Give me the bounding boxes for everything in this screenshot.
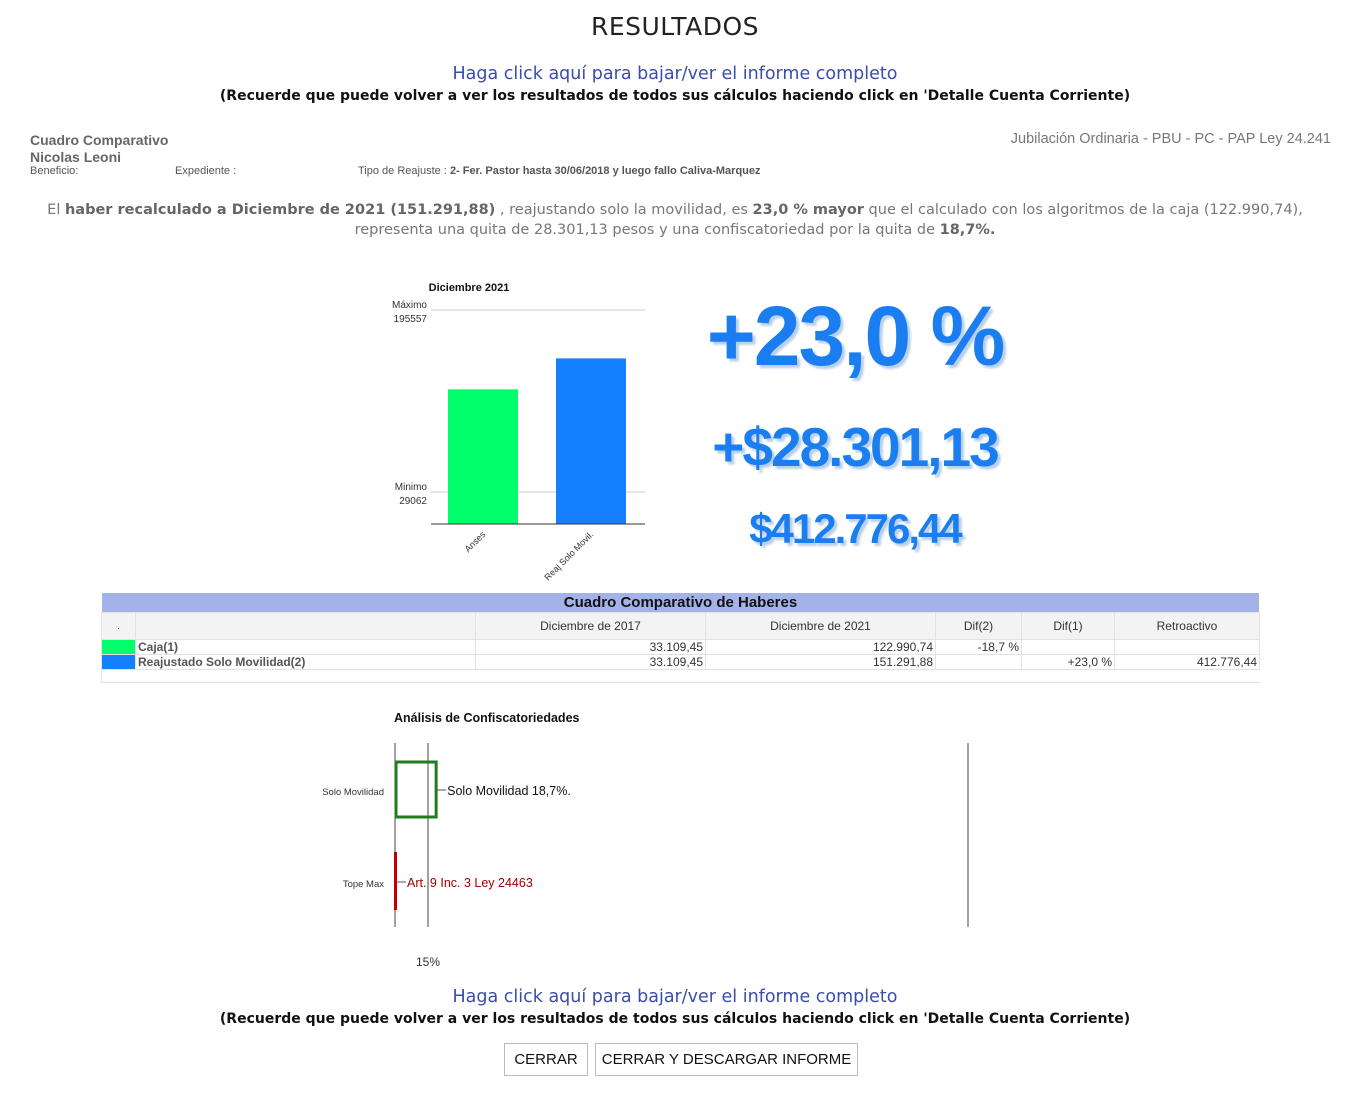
row-color-swatch	[101, 654, 136, 670]
chart-title: Diciembre 2021	[429, 282, 510, 294]
bar-reaj-solo-movil	[556, 358, 626, 524]
benefit-label: Beneficio:	[30, 165, 79, 177]
reminder-note-top: (Recuerde que puede volver a ver los res…	[219, 88, 1131, 104]
table-footer-row	[101, 669, 1260, 683]
col-header-dif2: Dif(2)	[935, 612, 1022, 640]
close-download-button[interactable]: CERRAR Y DESCARGAR INFORME	[595, 1043, 858, 1076]
row-dec2021: 151.291,88	[705, 654, 936, 670]
annotation-solo-movilidad: Solo Movilidad 18,7%.	[447, 784, 571, 798]
bar-anses	[448, 389, 518, 524]
close-button[interactable]: CERRAR	[504, 1043, 588, 1076]
confiscation-chart-title: Análisis de Confiscatoriedades	[394, 711, 580, 725]
x-tick-label-anses: Anses	[463, 529, 488, 554]
row-label: Caja(1)	[135, 639, 476, 655]
page-title: RESULTADOS	[590, 12, 760, 41]
table-footer	[101, 669, 1260, 683]
min-value-label: 29062	[399, 496, 427, 507]
max-label: Máximo	[392, 300, 427, 311]
col-header-dot: .	[101, 612, 136, 640]
confiscation-chart: Análisis de Confiscatoriedades Solo Movi…	[322, 711, 969, 969]
row-dif2: -18,7 %	[935, 639, 1022, 655]
col-header-dif1: Dif(1)	[1021, 612, 1115, 640]
row-label: Reajustado Solo Movilidad(2)	[135, 654, 476, 670]
row-dec2017: 33.109,45	[475, 639, 706, 655]
col-header-label	[135, 612, 476, 640]
summary-text: El haber recalculado a Diciembre de 2021…	[0, 200, 1350, 240]
y-label-solo-movilidad: Solo Movilidad	[322, 787, 384, 798]
row-dif1	[1021, 639, 1115, 655]
comparison-table: . Diciembre de 2017 Diciembre de 2021 Di…	[101, 612, 1260, 683]
row-retro	[1114, 639, 1260, 655]
reminder-note-bottom: (Recuerde que puede volver a ver los res…	[219, 1011, 1131, 1027]
min-label: Minimo	[395, 482, 428, 493]
row-dif2	[935, 654, 1022, 670]
readjust-label: Tipo de Reajuste :	[358, 165, 447, 177]
download-report-link-bottom[interactable]: Haga click aquí para bajar/ver el inform…	[452, 987, 898, 1007]
summary-line-1: El haber recalculado a Diciembre de 2021…	[47, 202, 1303, 218]
annotation-tope-max: Art. 9 Inc. 3 Ley 24463	[407, 876, 533, 890]
col-header-dec2021: Diciembre de 2021	[705, 612, 936, 640]
col-header-dec2017: Diciembre de 2017	[475, 612, 706, 640]
bar-solo-movilidad	[394, 760, 438, 819]
benefit-type: Jubilación Ordinaria - PBU - PC - PAP Le…	[1010, 131, 1331, 147]
monthly-difference: +$28.301,13	[712, 416, 999, 478]
x-tick-label-reaj: Reaj Solo Movil.	[542, 529, 595, 582]
file-label: Expediente :	[175, 165, 237, 177]
retroactive-total: $412.776,44	[749, 505, 963, 552]
table-header-row: . Diciembre de 2017 Diciembre de 2021 Di…	[101, 612, 1260, 640]
row-dec2017: 33.109,45	[475, 654, 706, 670]
beneficiary-name: Nicolas Leoni	[30, 149, 122, 165]
summary-line-2: representa una quita de 28.301,13 pesos …	[354, 222, 996, 238]
readjust-value: 2- Fer. Pastor hasta 30/06/2018 y luego …	[449, 165, 761, 177]
bar-tope-max	[394, 852, 397, 910]
table-row: Reajustado Solo Movilidad(2) 33.109,45 1…	[101, 654, 1260, 670]
readjust-type: Tipo de Reajuste : 2- Fer. Pastor hasta …	[358, 165, 761, 177]
table-title: Cuadro Comparativo de Haberes	[102, 593, 1259, 612]
row-dif1: +23,0 %	[1021, 654, 1115, 670]
row-dec2021: 122.990,74	[705, 639, 936, 655]
section-title: Cuadro Comparativo	[30, 132, 169, 148]
row-color-swatch	[101, 639, 136, 655]
comparison-bar-chart: Diciembre 2021 Máximo 195557 Minimo 2906…	[392, 282, 645, 582]
reference-label-15: 15%	[416, 955, 440, 969]
col-header-retro: Retroactivo	[1114, 612, 1260, 640]
y-label-tope-max: Tope Max	[343, 879, 384, 890]
max-value-label: 195557	[394, 314, 428, 325]
row-retro: 412.776,44	[1114, 654, 1260, 670]
download-report-link-top[interactable]: Haga click aquí para bajar/ver el inform…	[452, 64, 898, 84]
percent-increase: +23,0 %	[706, 289, 1006, 383]
table-row: Caja(1) 33.109,45 122.990,74 -18,7 %	[101, 639, 1260, 655]
